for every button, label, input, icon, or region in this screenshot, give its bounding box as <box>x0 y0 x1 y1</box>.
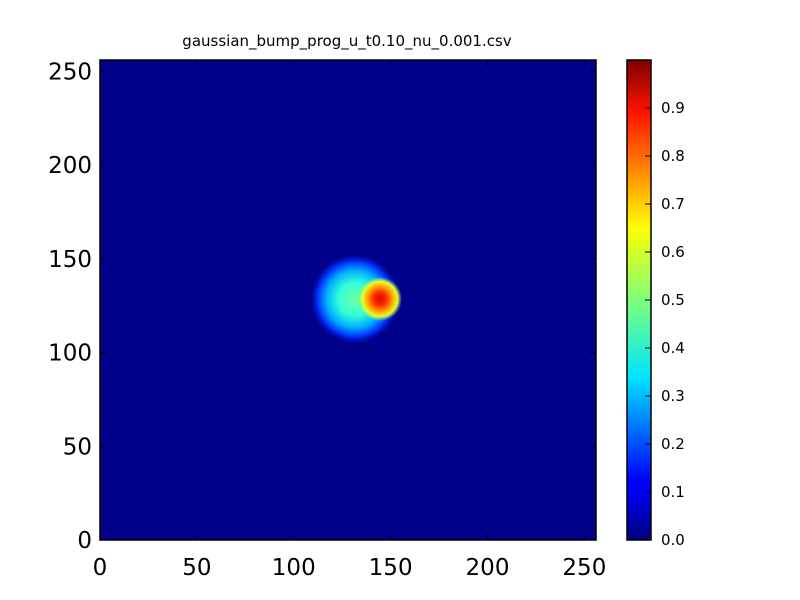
y-tick-label: 0 <box>77 528 92 554</box>
colorbar-tick-label: 0.1 <box>661 483 685 501</box>
colorbar-tick-label: 0.6 <box>661 243 685 261</box>
heatmap-outer-blob <box>309 253 401 345</box>
colorbar-tick-label: 0.2 <box>661 435 685 453</box>
colorbar-tick-label: 0.7 <box>661 195 685 213</box>
colorbar-ticks: 0.0 0.1 0.2 0.3 0.4 0.5 0.6 0.7 0.8 0.9 <box>645 99 685 549</box>
y-tick-label: 150 <box>48 247 92 273</box>
y-tick-label: 250 <box>48 59 92 85</box>
colorbar-tick-label: 0.9 <box>661 99 685 117</box>
x-tick-label: 100 <box>272 555 316 581</box>
y-axis: 0 50 100 150 200 250 <box>48 59 596 554</box>
x-tick-label: 250 <box>562 555 606 581</box>
colorbar-tick-label: 0.4 <box>661 339 685 357</box>
heatmap-area <box>99 59 597 541</box>
y-tick-label: 50 <box>63 434 92 460</box>
colorbar-tick-label: 0.8 <box>661 147 685 165</box>
colorbar-tick-label: 0.3 <box>661 387 685 405</box>
x-tick-label: 50 <box>182 555 211 581</box>
x-axis: 0 50 100 150 200 250 <box>93 60 606 581</box>
chart-title: gaussian_bump_prog_u_t0.10_nu_0.001.csv <box>182 32 512 51</box>
plot-frame <box>99 59 597 541</box>
colorbar-tick-label: 0.5 <box>661 291 685 309</box>
x-tick-label: 200 <box>466 555 510 581</box>
x-tick-label: 0 <box>93 555 108 581</box>
x-tick-label: 150 <box>369 555 413 581</box>
y-tick-label: 100 <box>48 341 92 367</box>
colorbar: 0.0 0.1 0.2 0.3 0.4 0.5 0.6 0.7 0.8 0.9 <box>626 59 685 549</box>
heatmap-inner-peak <box>358 277 402 321</box>
y-tick-label: 200 <box>48 153 92 179</box>
colorbar-tick-label: 0.0 <box>661 531 685 549</box>
